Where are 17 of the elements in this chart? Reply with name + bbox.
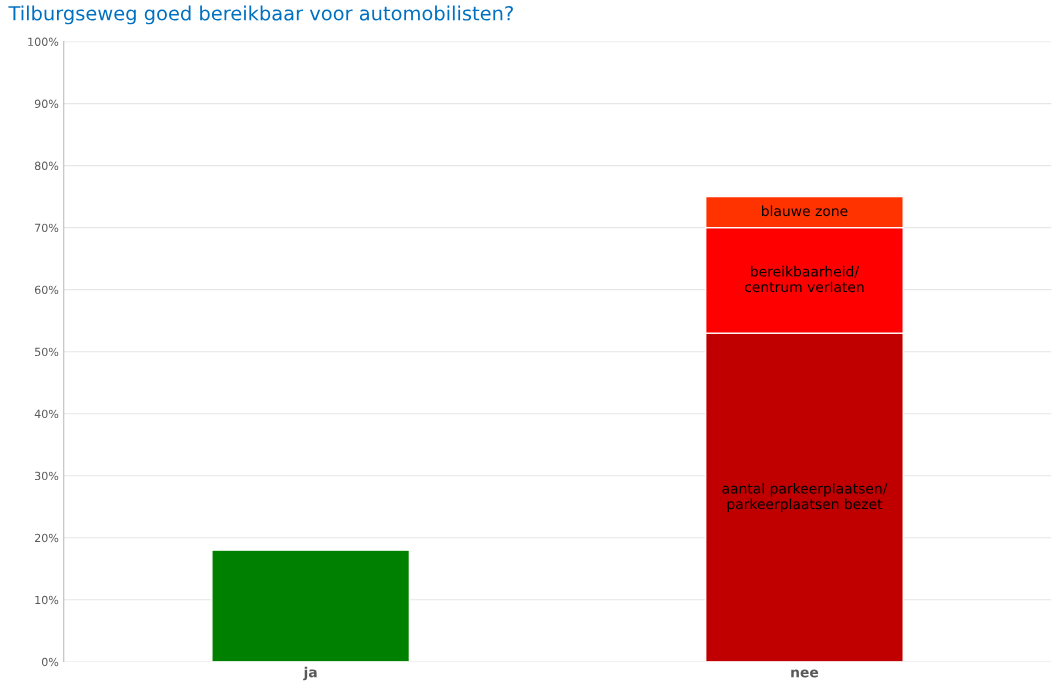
chart-title: Tilburgseweg goed bereikbaar voor automobilisten?	[8, 5, 513, 25]
x-tick-label: ja	[303, 666, 317, 681]
series-label: bereikbaarheid/ centrum verlaten	[744, 265, 864, 293]
series-label: aantal parkeerplaatsen/ parkeerplaatsen bezet	[722, 482, 888, 512]
y-tick-label: 20%	[34, 533, 59, 543]
y-tick-label: 30%	[35, 471, 59, 481]
y-tick-label: 50%	[35, 347, 59, 357]
y-tick-label: 10%	[35, 595, 59, 605]
series-label: blauwe zone	[762, 205, 848, 217]
y-tick-label: 40%	[34, 409, 59, 419]
y-tick-label: 0%	[41, 657, 59, 667]
y-tick-label: 60%	[34, 285, 59, 295]
y-tick-label: 100%	[28, 37, 59, 46]
y-tick-label: 80%	[34, 161, 59, 171]
y-tick-label: 90%	[34, 99, 59, 108]
y-tick-label: 70%	[35, 223, 59, 233]
x-tick-label: nee	[791, 669, 819, 678]
